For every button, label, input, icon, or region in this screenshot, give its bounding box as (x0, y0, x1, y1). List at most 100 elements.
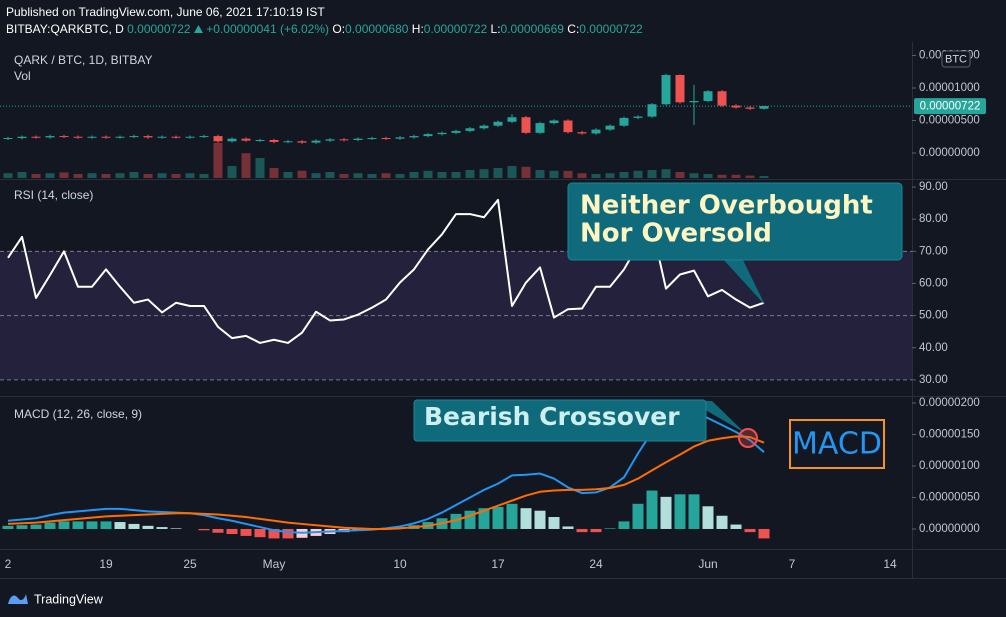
histogram-bar (562, 526, 574, 529)
pane-title: QARK / BTC, 1D, BITBAY (14, 53, 152, 67)
y-tick-label: 0.00000000 (919, 523, 980, 535)
volume-bar (479, 169, 489, 178)
volume-bar (157, 173, 167, 178)
histogram-bar (198, 528, 210, 531)
x-tick-label: 24 (589, 557, 603, 571)
candle-body (283, 141, 293, 143)
volume-bar (3, 173, 13, 178)
x-tick-label: Jun (698, 557, 717, 571)
candle-body (703, 91, 713, 102)
candle-body (353, 138, 363, 140)
y-tick-label: 80.00 (919, 213, 948, 225)
macd-title: MACD (12, 26, close, 9) (14, 407, 142, 421)
histogram-bar (744, 528, 756, 533)
candle-body (241, 138, 251, 141)
candle-body (227, 138, 237, 142)
histogram-bar (72, 521, 84, 529)
volume-bar (675, 172, 685, 178)
candle-body (381, 138, 391, 140)
candle-body (605, 125, 615, 130)
histogram-bar (660, 496, 672, 529)
x-tick-label: 2 (5, 557, 12, 571)
change: +0.00000041 (+6.02%) (206, 22, 330, 36)
histogram-bar (464, 510, 476, 529)
y-tick-label: 50.00 (919, 310, 948, 322)
ohlc-label: H: (411, 22, 424, 36)
candle-body (115, 136, 125, 138)
volume-bar (451, 172, 461, 178)
currency: BTC (945, 53, 967, 65)
candle-body (591, 129, 601, 134)
candle-body (493, 121, 503, 126)
volume-bar (661, 169, 671, 178)
volume-bar (591, 174, 601, 178)
volume-bar (227, 166, 237, 178)
candle-body (157, 136, 167, 138)
histogram-bar (674, 494, 686, 529)
histogram-bar (548, 517, 560, 529)
last-price-label: 0.00000722 (920, 101, 981, 113)
x-tick-label: 10 (393, 557, 407, 571)
volume-bar (143, 174, 153, 178)
candle-body (73, 136, 83, 138)
volume-bar (269, 168, 279, 178)
rsi-title: RSI (14, close) (14, 188, 93, 202)
volume-bar (311, 173, 321, 178)
candle-body (535, 123, 545, 133)
volume-bar (507, 166, 517, 178)
volume-bar (185, 173, 195, 178)
candle-body (339, 139, 349, 141)
histogram-bar (170, 528, 182, 529)
candle-body (45, 136, 55, 138)
volume-bar (325, 172, 335, 178)
symbol: BITBAY:QARKBTC, D (6, 22, 124, 36)
histogram-bar (688, 494, 700, 529)
volume-bar (171, 174, 181, 178)
candle-body (17, 136, 27, 139)
plot: 2 19 25 May 10 17 24 Jun 7 14 0.00000000 0.00000500… (0, 50, 980, 571)
ohlc-label: O: (332, 22, 346, 36)
volume-bar (535, 170, 545, 178)
volume-bar (577, 173, 587, 178)
candle-body (367, 138, 377, 140)
published-line: Published on TradingView.com, June 06, 2… (6, 4, 643, 21)
histogram-bar (86, 521, 98, 529)
volume-bar (297, 170, 307, 178)
volume-bar (381, 173, 391, 178)
candle-body (647, 104, 657, 117)
volume-bar (115, 173, 125, 178)
series-line (7, 435, 765, 530)
candle-body (199, 136, 209, 138)
x-tick-label: May (263, 557, 286, 571)
ohlc-label: L: (490, 22, 501, 36)
candle-body (745, 107, 755, 109)
y-tick-label: 40.00 (919, 342, 948, 354)
candle-body (3, 138, 13, 140)
last-price-badge (914, 98, 986, 115)
histogram-bar (100, 521, 112, 529)
volume-bar (31, 174, 41, 178)
crossover-marker (738, 428, 758, 448)
volume-bar (395, 174, 405, 178)
candle-body (87, 136, 97, 138)
y-tick-label: 0.00000150 (919, 429, 980, 441)
histogram-bar (58, 521, 70, 529)
candle-body (395, 137, 405, 139)
callout-box (413, 399, 707, 442)
candle-body (465, 128, 475, 131)
candle-body (213, 136, 223, 142)
histogram-bar (604, 528, 616, 529)
volume-bar (255, 158, 265, 178)
volume-bar (17, 172, 27, 178)
volume-bar (339, 174, 349, 178)
ohlc-value: 0.00000669 (500, 22, 564, 36)
volume-bar (465, 170, 475, 178)
candle-body (479, 125, 489, 129)
symbol-line: BITBAY:QARKBTC, D 0.00000722 +0.00000041… (6, 21, 643, 38)
volume-bar (759, 176, 769, 178)
y-tick-label: 0.00001000 (919, 82, 980, 94)
volume-bar (689, 173, 699, 178)
histogram-bar (730, 524, 742, 529)
candle-body (325, 139, 335, 141)
